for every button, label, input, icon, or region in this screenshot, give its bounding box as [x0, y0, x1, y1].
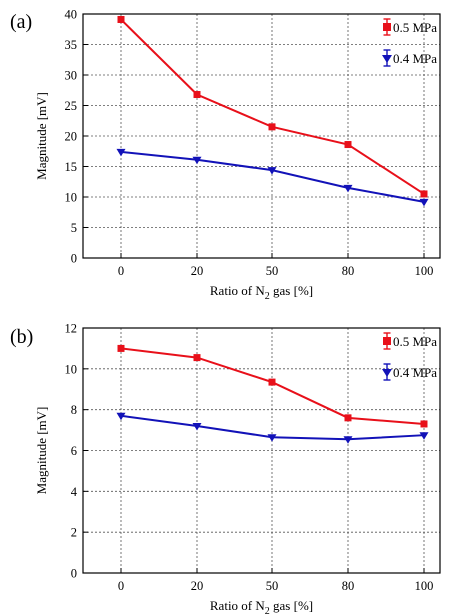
panel-label: (b) [10, 326, 33, 348]
series-line [120, 150, 425, 203]
data-point [420, 190, 428, 198]
panel-label: (a) [10, 11, 32, 33]
legend-label: 0.4 MPa [393, 365, 437, 380]
y-axis-title: Magnitude [mV] [34, 92, 49, 180]
data-point [343, 184, 353, 193]
data-point [344, 141, 352, 149]
x-tick-label: 100 [415, 579, 434, 593]
data-point [117, 344, 125, 352]
x-tick-label: 80 [342, 579, 355, 593]
data-point [193, 91, 201, 99]
x-tick-label: 100 [415, 264, 434, 278]
y-tick-label: 12 [65, 322, 78, 336]
legend-marker [382, 55, 392, 63]
legend-label: 0.5 MPa [393, 20, 437, 35]
data-point [419, 198, 429, 207]
data-point [116, 148, 126, 157]
x-tick-label: 50 [266, 264, 279, 278]
y-axis-title: Magnitude [mV] [34, 407, 49, 495]
y-tick-label: 2 [71, 526, 77, 540]
y-tick-label: 5 [71, 221, 77, 235]
y-tick-label: 15 [65, 160, 78, 174]
x-axis-title: Ratio of N2 gas [%] [210, 283, 313, 302]
chart-panel: 0 5 10 15 20 25 30 35 40 0 20 50 80 100 Magnitude [mV]… [10, 8, 441, 302]
y-tick-label: 4 [71, 485, 78, 499]
y-tick-label: 40 [65, 8, 78, 22]
data-point [267, 434, 277, 442]
data-point [343, 436, 353, 444]
data-point [268, 123, 276, 131]
x-tick-label: 0 [118, 579, 124, 593]
y-tick-label: 30 [65, 69, 78, 83]
x-tick-label: 80 [342, 264, 355, 278]
x-tick-label: 20 [191, 264, 204, 278]
data-point [268, 378, 276, 386]
series-line [120, 347, 425, 425]
y-tick-label: 25 [65, 99, 78, 113]
data-point [117, 15, 125, 23]
x-tick-label: 20 [191, 579, 204, 593]
legend-marker [383, 23, 391, 31]
data-point [267, 167, 277, 175]
x-tick-label: 50 [266, 579, 279, 593]
data-point [420, 420, 428, 428]
legend-label: 0.5 MPa [393, 334, 437, 349]
data-point [116, 412, 126, 421]
y-tick-label: 0 [71, 567, 77, 581]
y-tick-label: 0 [71, 252, 77, 266]
y-tick-label: 35 [65, 38, 78, 52]
data-point [192, 423, 202, 431]
legend-label: 0.4 MPa [393, 51, 437, 66]
x-tick-label: 0 [118, 264, 124, 278]
data-point [344, 414, 352, 422]
data-point [419, 432, 429, 440]
x-axis-title: Ratio of N2 gas [%] [210, 598, 313, 616]
y-tick-label: 6 [71, 444, 77, 458]
data-point [192, 156, 202, 165]
y-tick-label: 10 [65, 362, 78, 376]
legend-marker [382, 369, 392, 377]
legend-marker [383, 337, 391, 345]
y-tick-label: 8 [71, 403, 77, 417]
y-tick-label: 10 [65, 191, 78, 205]
data-point [193, 354, 201, 362]
y-tick-label: 20 [65, 130, 78, 144]
chart-panel: 0 2 4 6 8 10 12 0 20 50 80 100 Magnitude [mV] Ratio o… [10, 322, 441, 616]
